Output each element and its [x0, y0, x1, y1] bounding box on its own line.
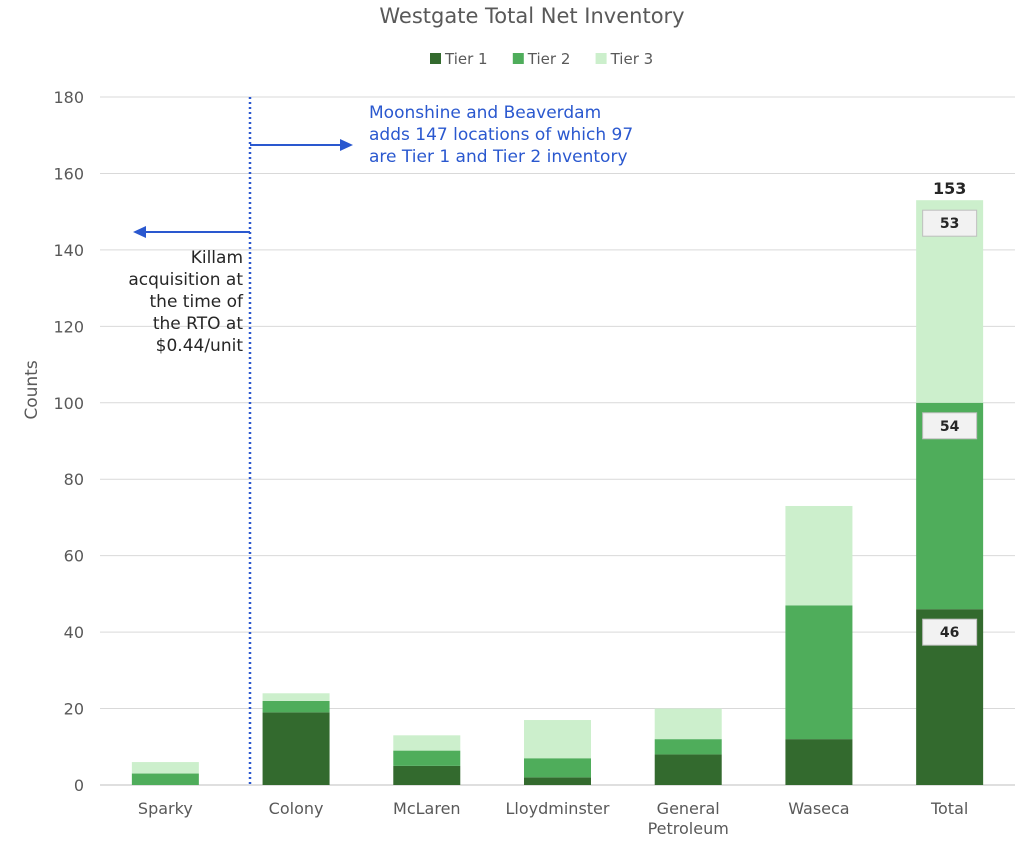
y-tick-label: 160: [53, 164, 84, 183]
x-axis-ticks: Sparky Colony McLaren Lloydminster GeneralPe…: [138, 799, 968, 838]
left-arrow-head: [133, 226, 146, 238]
legend-swatch: [595, 53, 607, 64]
bar-segment: [262, 712, 330, 785]
left-note-line: $0.44/unit: [156, 336, 244, 356]
bar-segment: [785, 739, 853, 785]
y-tick-label: 20: [64, 700, 84, 719]
data-label-box: [922, 209, 978, 237]
bar-segment: [393, 735, 461, 751]
gridlines: [100, 96, 1015, 786]
x-tick-label: Colony: [269, 799, 324, 818]
legend-label: Tier 3: [610, 50, 654, 68]
bar-segment: [654, 708, 722, 740]
y-tick-label: 80: [64, 470, 84, 489]
bar-segment: [785, 505, 853, 606]
y-tick-label: 180: [53, 88, 84, 107]
bar-segment: [785, 605, 853, 740]
data-label-box: [922, 412, 978, 440]
y-tick-label: 120: [53, 317, 84, 336]
legend-label: Tier 2: [527, 50, 571, 68]
y-tick-label: 60: [64, 547, 84, 566]
bar-segment: [654, 739, 722, 755]
left-note-line: acquisition at: [128, 270, 243, 290]
x-tick-label: Lloydminster: [506, 799, 610, 818]
data-label: 46: [940, 625, 959, 641]
bar-segment: [131, 773, 199, 785]
left-note-line: the RTO at: [153, 314, 243, 334]
y-axis-label: Counts: [22, 360, 42, 419]
legend-swatch: [430, 53, 441, 64]
y-tick-label: 100: [53, 394, 84, 413]
legend-swatch: [512, 53, 524, 64]
left-note-line: the time of: [150, 292, 245, 312]
bar-segment: [393, 750, 461, 766]
right-note-line: adds 147 locations of which 97: [369, 125, 633, 145]
bar-segment: [654, 754, 722, 785]
data-label: 53: [940, 216, 959, 232]
x-tick-label: General: [657, 799, 720, 818]
left-note-line: Killam: [191, 248, 243, 268]
bar-segment: [393, 765, 461, 785]
x-tick-label: Sparky: [138, 799, 193, 818]
x-tick-label: Waseca: [788, 799, 849, 818]
legend-label: Tier 1: [444, 50, 488, 68]
y-tick-label: 0: [74, 776, 84, 795]
chart-title: Westgate Total Net Inventory: [379, 4, 684, 28]
x-tick-label: Petroleum: [648, 819, 729, 838]
data-label-box: [922, 618, 978, 646]
y-axis-ticks: 0 20 40 60 80 100 120 140 160 180: [53, 88, 84, 795]
bar-segment: [131, 762, 199, 774]
total-label: 153: [933, 179, 966, 198]
right-note-line: Moonshine and Beaverdam: [369, 103, 601, 123]
data-label: 54: [940, 419, 960, 435]
x-tick-label: McLaren: [393, 799, 461, 818]
bar-segment: [262, 700, 330, 713]
right-note-line: are Tier 1 and Tier 2 inventory: [369, 147, 628, 167]
bar-segment: [262, 693, 330, 701]
bar-segment: [524, 720, 591, 759]
right-arrow-head: [340, 139, 353, 151]
bars: 46 54 53 153: [131, 179, 984, 785]
y-tick-label: 40: [64, 623, 84, 642]
bar-segment: [524, 758, 591, 778]
x-tick-label: Total: [930, 799, 968, 818]
bar-segment: [524, 777, 591, 785]
y-tick-label: 140: [53, 241, 84, 260]
legend: Tier 1 Tier 2 Tier 3: [430, 50, 653, 68]
